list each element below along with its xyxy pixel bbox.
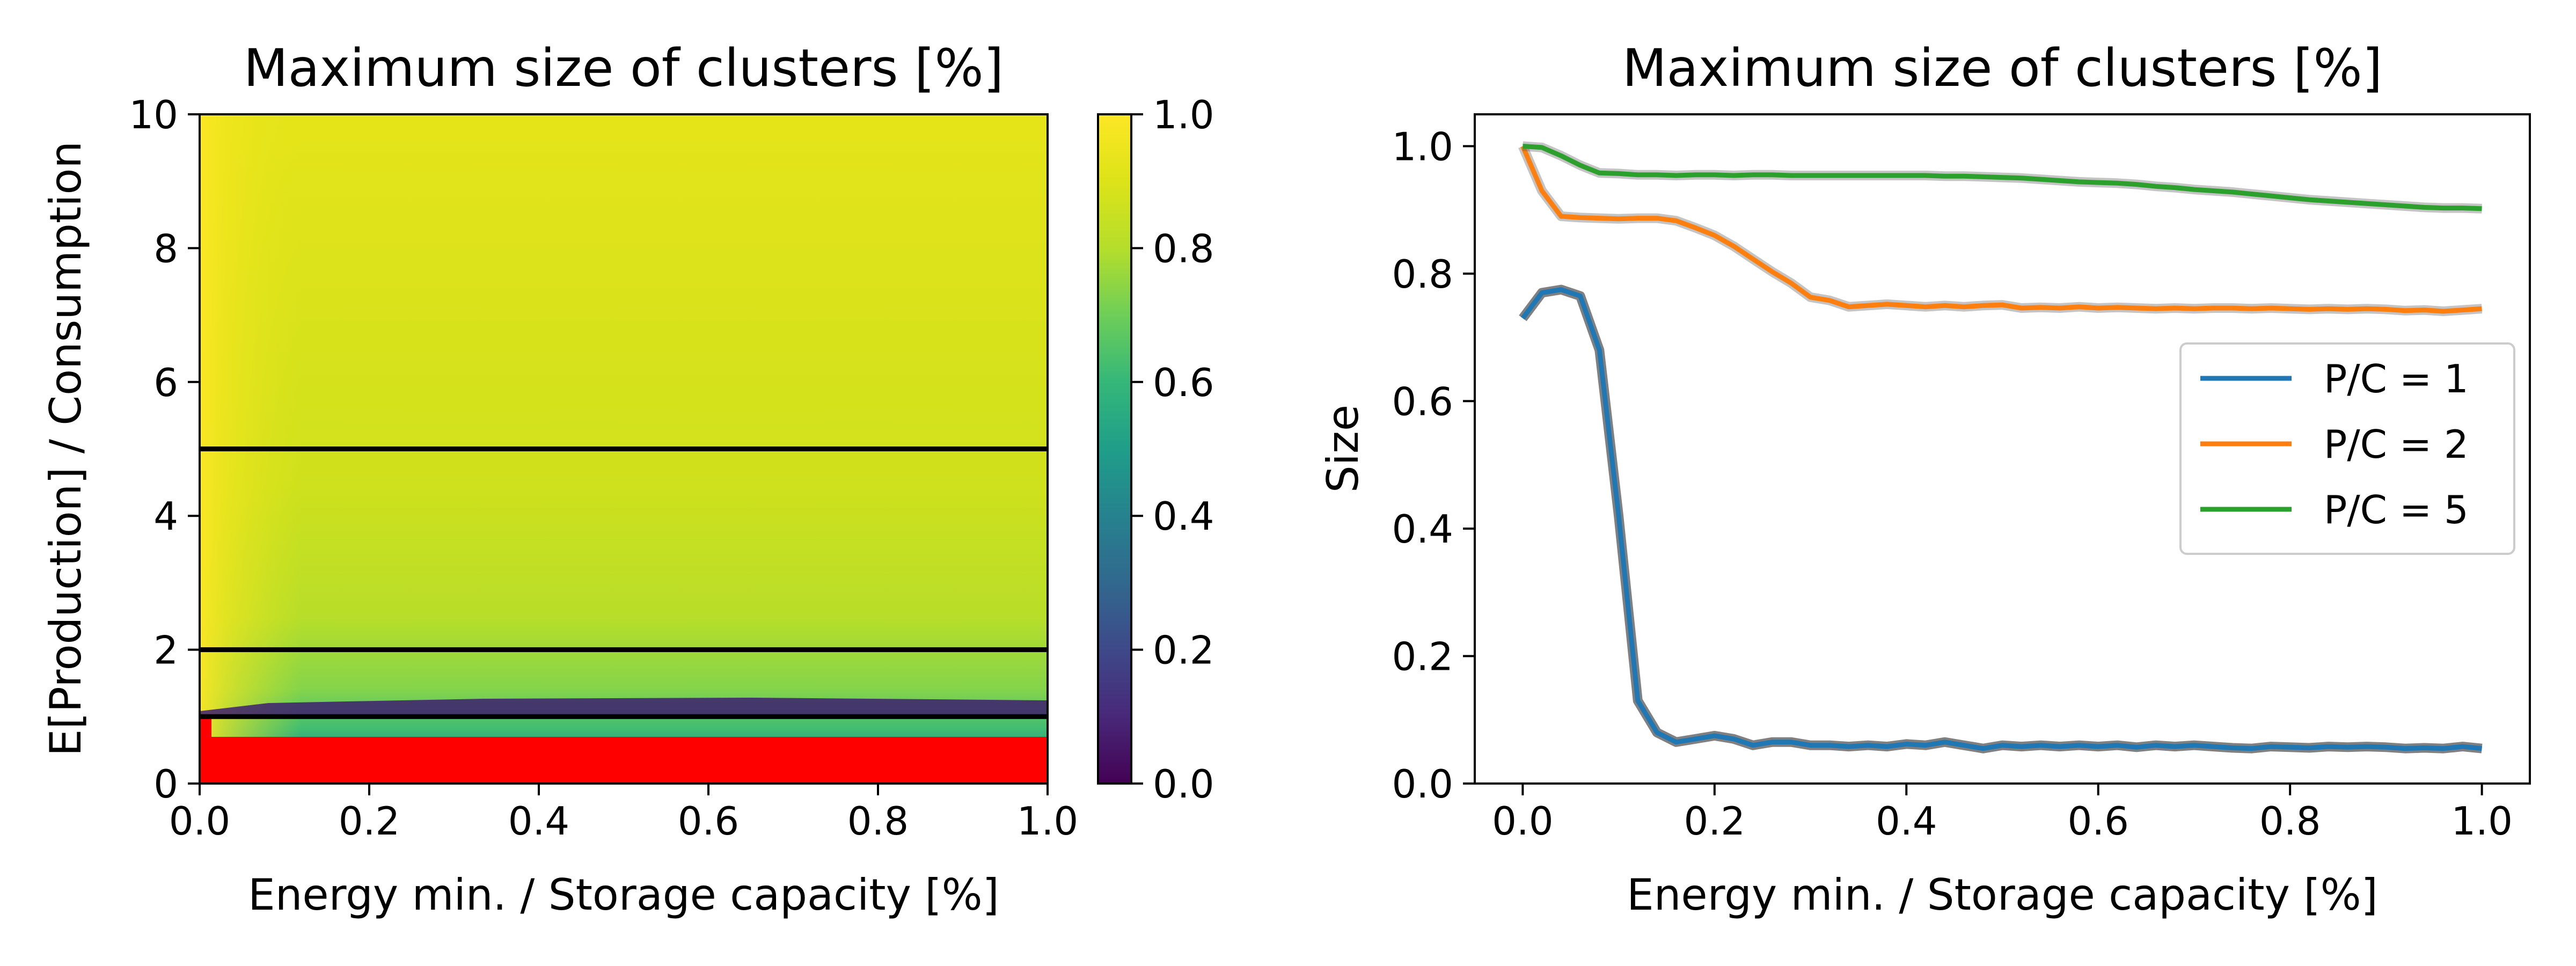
heatmap-x-ticks: 0.0 0.2 0.4 0.6 0.8 1.0 <box>169 784 1079 844</box>
legend-box <box>2179 342 2515 555</box>
hm-x-tick-label: 0.8 <box>847 799 909 844</box>
line-chart-x-ticks: 0.0 0.2 0.4 0.6 0.8 1.0 <box>1492 784 2513 844</box>
heatmap-y-ticks: 0 2 4 6 8 10 <box>129 92 200 807</box>
legend-label: P/C = 5 <box>2324 487 2469 532</box>
heatmap-red-region <box>200 737 1048 784</box>
heatmap-low-cluster-band <box>200 698 1048 716</box>
colorbar: 0.0 0.2 0.4 0.6 0.8 1.0 <box>1097 92 1214 807</box>
hm-y-tick-label: 0 <box>153 762 178 807</box>
line-chart-y-ticks: 0.0 0.2 0.4 0.6 0.8 1.0 <box>1392 124 1475 807</box>
lc-y-tick-label: 0.6 <box>1392 379 1453 424</box>
heatmap-title: Maximum size of clusters [%] <box>244 38 1004 98</box>
hm-x-tick-label: 0.2 <box>339 799 400 844</box>
colorbar-tick-label: 0.6 <box>1153 360 1214 405</box>
legend-label: P/C = 2 <box>2324 422 2469 467</box>
colorbar-gradient <box>1097 113 1132 785</box>
line-chart-x-label: Energy min. / Storage capacity [%] <box>1627 870 2378 920</box>
colorbar-tick-label: 0.8 <box>1153 226 1214 271</box>
lc-y-tick-label: 1.0 <box>1392 124 1453 169</box>
colorbar-tick-label: 1.0 <box>1153 92 1214 137</box>
series-line-2 <box>1520 145 2482 314</box>
heatmap-frame <box>199 113 1049 785</box>
lc-x-tick-label: 0.8 <box>2259 799 2321 844</box>
hm-y-tick-label: 8 <box>153 226 178 271</box>
line-chart: Maximum size of clusters [%] 0.0 0.2 0.4 0.… <box>1318 38 2531 920</box>
hm-y-tick-label: 2 <box>153 628 178 673</box>
lc-x-tick-label: 0.2 <box>1684 799 1746 844</box>
lc-x-tick-label: 0.0 <box>1492 799 1554 844</box>
line-chart-title: Maximum size of clusters [%] <box>1622 38 2382 98</box>
colorbar-tick-label: 0.0 <box>1153 762 1214 807</box>
colorbar-tick-label: 0.2 <box>1153 628 1214 673</box>
hm-y-tick-label: 10 <box>129 92 178 137</box>
heatmap-chart: Maximum size of clusters [%] 0.0 0.2 0.4 0.… <box>41 38 1214 920</box>
lc-y-tick-label: 0.0 <box>1392 762 1453 807</box>
lc-x-tick-label: 1.0 <box>2451 799 2513 844</box>
legend-label: P/C = 1 <box>2324 356 2469 401</box>
lc-y-tick-label: 0.8 <box>1392 252 1453 297</box>
hm-y-tick-label: 4 <box>153 494 178 539</box>
hm-x-tick-label: 0.0 <box>169 799 231 844</box>
heatmap-x-label: Energy min. / Storage capacity [%] <box>248 870 999 920</box>
lc-y-tick-label: 0.4 <box>1392 507 1453 552</box>
lc-y-tick-label: 0.2 <box>1392 634 1453 679</box>
lc-x-tick-label: 0.4 <box>1876 799 1937 844</box>
colorbar-ticks: 0.0 0.2 0.4 0.6 0.8 1.0 <box>1131 92 1214 807</box>
line-chart-y-label: Size <box>1318 405 1368 493</box>
colorbar-tick-label: 0.4 <box>1153 494 1214 539</box>
line-chart-series <box>1518 141 2483 753</box>
hm-x-tick-label: 1.0 <box>1017 799 1079 844</box>
line-chart-frame <box>1474 113 2531 785</box>
lc-x-tick-label: 0.6 <box>2067 799 2129 844</box>
hm-x-tick-label: 0.6 <box>678 799 740 844</box>
hm-x-tick-label: 0.4 <box>508 799 570 844</box>
legend: P/C = 1 P/C = 2 P/C = 5 <box>2179 342 2515 555</box>
hm-y-tick-label: 6 <box>153 360 178 405</box>
series-line-3 <box>1523 143 2482 211</box>
heatmap-red-edge <box>200 716 211 738</box>
series-line-1 <box>1520 287 2483 751</box>
heatmap-y-label: E[Production] / Consumption <box>41 141 91 756</box>
heatmap-plot-area <box>200 114 1048 784</box>
